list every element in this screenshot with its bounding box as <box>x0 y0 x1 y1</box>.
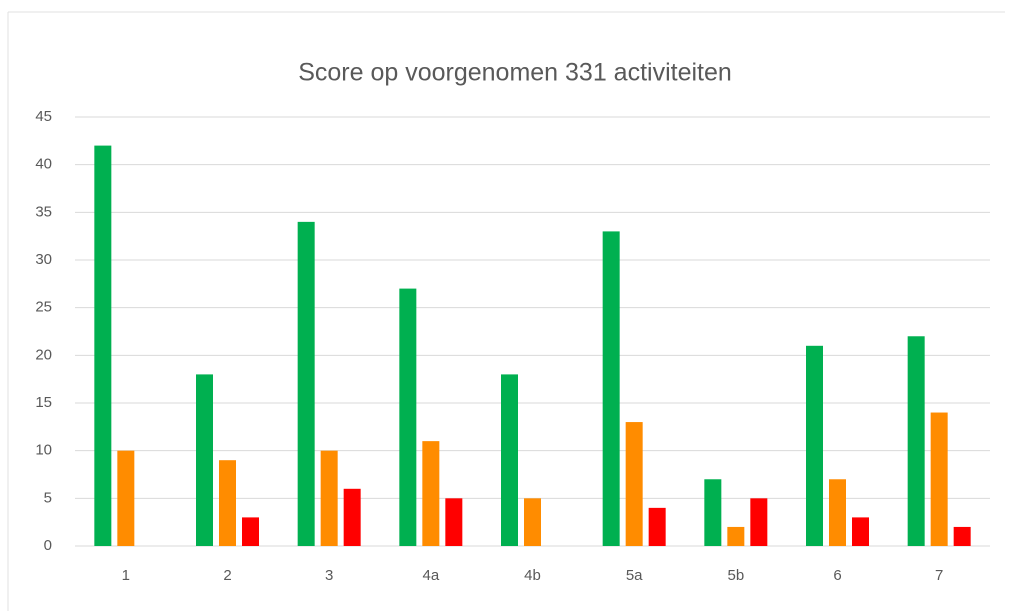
bar <box>219 460 236 546</box>
y-tick-label: 10 <box>35 442 52 459</box>
x-tick-label: 5b <box>727 567 744 584</box>
chart-title: Score op voorgenomen 331 activiteiten <box>298 59 732 87</box>
bar <box>196 374 213 546</box>
x-tick-label: 3 <box>325 567 333 584</box>
x-tick-label: 2 <box>223 567 231 584</box>
bar <box>930 412 948 546</box>
x-tick-label: 7 <box>935 567 943 584</box>
bar <box>320 450 338 546</box>
y-tick-label: 35 <box>35 203 52 220</box>
bar <box>625 422 643 546</box>
bar <box>445 498 463 546</box>
bar <box>727 526 745 546</box>
y-tick-label: 25 <box>35 299 52 316</box>
y-tick-label: 30 <box>35 251 52 268</box>
bar <box>750 498 768 546</box>
bar <box>806 345 823 546</box>
bar <box>852 517 869 546</box>
bar <box>297 221 315 546</box>
bar <box>907 336 925 546</box>
x-tick-label: 4a <box>422 567 439 584</box>
y-tick-label: 5 <box>44 489 52 506</box>
y-tick-label: 45 <box>35 108 52 125</box>
bar <box>704 479 722 546</box>
y-tick-label: 40 <box>35 156 52 173</box>
bar <box>422 441 440 546</box>
y-tick-label: 20 <box>35 346 52 363</box>
y-tick-label: 15 <box>35 394 52 411</box>
y-tick-label: 0 <box>44 537 52 554</box>
x-tick-label: 4b <box>524 567 541 584</box>
x-tick-label: 6 <box>833 567 841 584</box>
bar <box>829 479 846 546</box>
bar <box>602 231 620 546</box>
bar <box>501 374 518 546</box>
bar <box>94 145 112 546</box>
bar <box>648 507 666 546</box>
bar <box>953 526 971 546</box>
x-tick-label: 5a <box>626 567 643 584</box>
x-tick-label: 1 <box>122 567 130 584</box>
bar <box>399 288 417 546</box>
bar <box>343 488 361 546</box>
bar <box>524 498 541 546</box>
bar <box>117 450 135 546</box>
bar <box>242 517 259 546</box>
